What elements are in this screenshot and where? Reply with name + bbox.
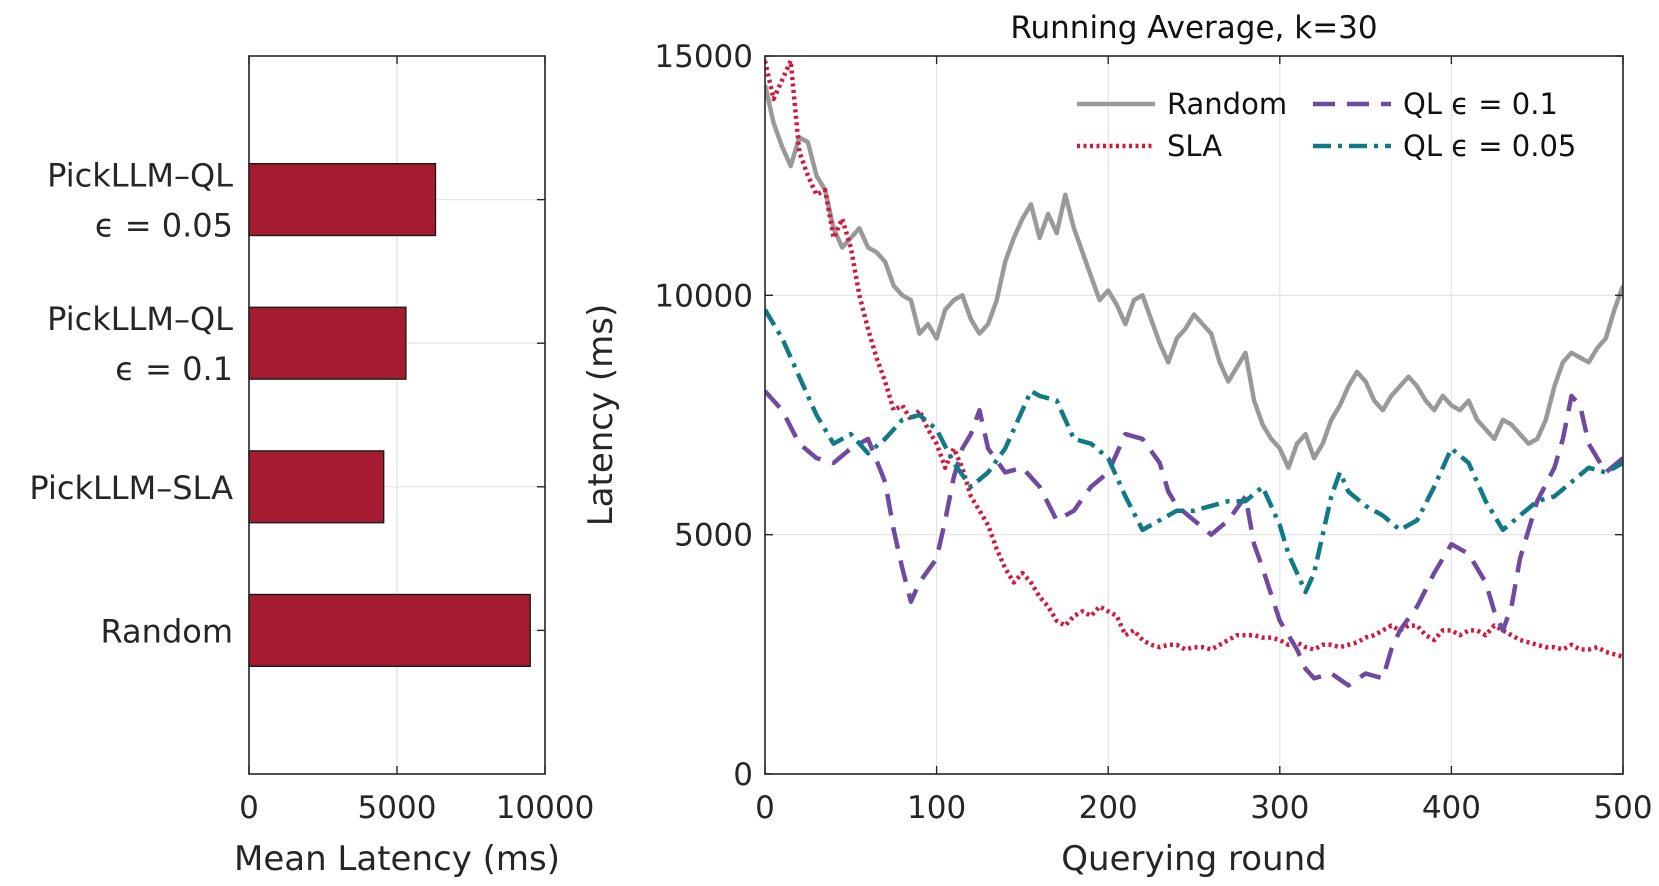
left-x-tick-label: 0 bbox=[239, 790, 259, 826]
series-line-ql-0-05 bbox=[765, 308, 1623, 595]
category-label: ϵ = 0.05 bbox=[95, 207, 233, 245]
legend-label: QL ϵ = 0.05 bbox=[1403, 129, 1576, 163]
left-bars bbox=[248, 162, 531, 668]
category-label: PickLLM–SLA bbox=[29, 469, 233, 507]
right-y-axis-label: Latency (ms) bbox=[581, 304, 621, 527]
right-plot-area bbox=[765, 56, 1623, 774]
left-x-axis-label: Mean Latency (ms) bbox=[234, 839, 560, 879]
bar bbox=[248, 162, 437, 237]
legend-label: SLA bbox=[1167, 129, 1222, 163]
right-series-lines bbox=[765, 58, 1623, 688]
legend-label: QL ϵ = 0.1 bbox=[1403, 87, 1558, 121]
legend: Random SLA QL ϵ = 0.1 QL ϵ = 0.05 bbox=[1077, 87, 1576, 163]
series-line-random bbox=[765, 84, 1623, 470]
bar bbox=[248, 306, 407, 380]
right-x-tick-label: 500 bbox=[1593, 790, 1652, 826]
category-label: PickLLM–QL bbox=[47, 300, 233, 338]
left-x-tick-label: 5000 bbox=[358, 790, 437, 826]
bar bbox=[248, 593, 531, 668]
right-x-tick-label: 200 bbox=[1079, 790, 1138, 826]
left-x-tick-label: 10000 bbox=[496, 790, 595, 826]
category-label: ϵ = 0.1 bbox=[115, 350, 233, 388]
bar bbox=[248, 450, 385, 524]
right-y-tick-label: 10000 bbox=[654, 278, 753, 314]
right-x-axis-label: Querying round bbox=[1061, 839, 1326, 879]
right-x-tick-label: 100 bbox=[907, 790, 966, 826]
legend-label: Random bbox=[1167, 87, 1287, 121]
series-line-sla bbox=[765, 58, 1623, 659]
right-plot-frame bbox=[764, 55, 1624, 775]
right-y-tick-label: 15000 bbox=[654, 39, 753, 75]
category-label: Random bbox=[101, 612, 233, 650]
right-x-tick-label: 0 bbox=[755, 790, 775, 826]
right-y-tick-label: 5000 bbox=[674, 518, 753, 554]
right-x-tick-label: 400 bbox=[1422, 790, 1481, 826]
right-y-tick-label: 0 bbox=[733, 757, 753, 793]
left-bar-chart: 0 5000 10000 PickLLM–QL ϵ = 0.05 PickLLM–QL ϵ… bbox=[29, 55, 594, 879]
left-ticks: 0 5000 10000 bbox=[239, 56, 594, 826]
left-category-labels: PickLLM–QL ϵ = 0.05 PickLLM–QL ϵ = 0.1 PickL… bbox=[29, 157, 233, 651]
right-x-tick-label: 300 bbox=[1250, 790, 1309, 826]
series-line-ql-0-1 bbox=[765, 389, 1623, 688]
category-label: PickLLM–QL bbox=[47, 157, 233, 195]
right-chart-title: Running Average, k=30 bbox=[1010, 10, 1377, 46]
